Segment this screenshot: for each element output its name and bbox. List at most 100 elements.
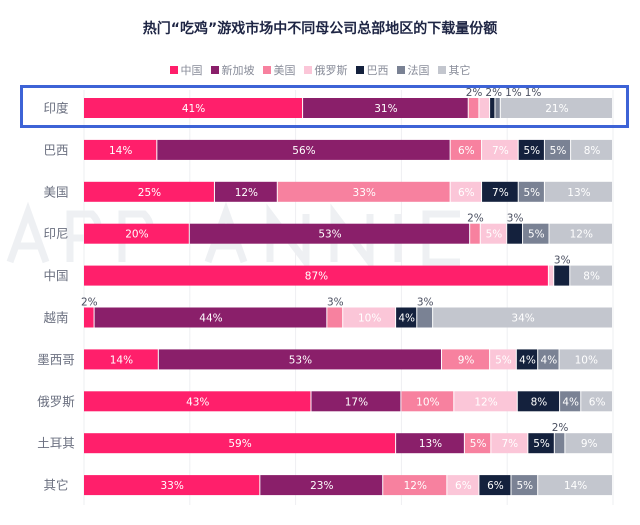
data-label: 1% bbox=[505, 87, 522, 99]
bar-segment bbox=[214, 181, 277, 202]
bar-segment bbox=[491, 433, 528, 454]
data-label: 4% bbox=[519, 354, 536, 366]
legend-swatch bbox=[262, 66, 271, 74]
data-label: 44% bbox=[199, 313, 222, 325]
bar-segment bbox=[495, 98, 500, 118]
bar-segment bbox=[158, 349, 442, 370]
bar-segment bbox=[500, 98, 612, 118]
bar-segment bbox=[560, 391, 581, 412]
bar-segment bbox=[482, 139, 518, 160]
bar-segment bbox=[470, 223, 480, 244]
bar-segment bbox=[84, 391, 311, 412]
data-label: 3% bbox=[417, 297, 434, 309]
data-label: 10% bbox=[575, 354, 598, 366]
bar-segment bbox=[383, 475, 447, 496]
data-label: 31% bbox=[374, 103, 397, 115]
bar-segment bbox=[511, 475, 538, 496]
legend-label: 美国 bbox=[273, 64, 296, 77]
data-label: 6% bbox=[458, 145, 475, 157]
legend-label: 俄罗斯 bbox=[314, 64, 348, 77]
data-label: 4% bbox=[541, 354, 558, 366]
data-label: 5% bbox=[528, 229, 545, 241]
chart-title: 热门“吃鸡”游戏市场中不同母公司总部地区的下载量份额 bbox=[142, 21, 498, 37]
data-label: 14% bbox=[109, 145, 132, 157]
category-label: 俄罗斯 bbox=[37, 394, 75, 409]
bar-segment bbox=[311, 391, 401, 412]
data-label: 6% bbox=[458, 187, 475, 199]
bar-segment bbox=[570, 265, 612, 286]
bar-segment bbox=[548, 265, 554, 286]
data-label: 33% bbox=[160, 480, 183, 492]
data-label: 2% bbox=[467, 213, 484, 225]
bar-segment bbox=[482, 181, 518, 202]
data-label: 3% bbox=[327, 297, 344, 309]
data-label: 6% bbox=[455, 480, 472, 492]
legend-swatch bbox=[355, 66, 364, 74]
data-label: 14% bbox=[110, 354, 133, 366]
highlight-box bbox=[20, 85, 629, 128]
data-label: 6% bbox=[487, 480, 504, 492]
bar-segment bbox=[517, 391, 560, 412]
bar-segment bbox=[396, 433, 464, 454]
legend-item: 美国 bbox=[262, 62, 296, 78]
bar-segment bbox=[84, 98, 303, 118]
data-label: 4% bbox=[562, 396, 579, 408]
bar-segment bbox=[450, 139, 482, 160]
data-label: 12% bbox=[570, 229, 593, 241]
bar-segment bbox=[84, 223, 189, 244]
data-label: 1% bbox=[525, 87, 542, 99]
bar-segment bbox=[507, 223, 523, 244]
data-label: 20% bbox=[125, 229, 148, 241]
legend-item: 新加坡 bbox=[210, 62, 255, 78]
data-label: 5% bbox=[495, 354, 512, 366]
category-label: 土耳其 bbox=[37, 436, 75, 451]
data-label: 25% bbox=[138, 187, 161, 199]
category-label: 美国 bbox=[43, 184, 68, 199]
legend-item: 巴西 bbox=[355, 62, 389, 78]
data-label: 33% bbox=[353, 187, 376, 199]
category-label: 其它 bbox=[43, 478, 68, 493]
data-label: 5% bbox=[516, 480, 533, 492]
data-label: 5% bbox=[523, 145, 540, 157]
legend-label: 法国 bbox=[407, 64, 430, 77]
bar-segment bbox=[479, 98, 490, 118]
bar-segment bbox=[84, 433, 396, 454]
bar-segment bbox=[84, 181, 214, 202]
legend-label: 新加坡 bbox=[221, 64, 255, 77]
bar-segment bbox=[554, 433, 565, 454]
bar-segment bbox=[189, 223, 470, 244]
data-label: 5% bbox=[486, 229, 503, 241]
bar-segment bbox=[490, 98, 495, 118]
bar-segment bbox=[277, 181, 450, 202]
legend-swatch bbox=[169, 66, 178, 74]
bar-segment bbox=[454, 391, 517, 412]
category-label: 巴西 bbox=[43, 142, 68, 157]
bar-segment bbox=[479, 475, 511, 496]
data-label: 9% bbox=[581, 438, 598, 450]
bar-segment bbox=[450, 181, 482, 202]
data-label: 4% bbox=[398, 313, 415, 325]
bar-segment bbox=[559, 349, 612, 370]
legend-label: 中国 bbox=[180, 64, 203, 77]
data-label: 13% bbox=[419, 438, 442, 450]
legend-swatch bbox=[437, 66, 446, 74]
bar-segment bbox=[303, 98, 468, 118]
data-label: 5% bbox=[550, 145, 567, 157]
bar-segment bbox=[84, 307, 94, 328]
bar-segment bbox=[565, 433, 612, 454]
data-label: 7% bbox=[492, 145, 509, 157]
bar-segment bbox=[571, 139, 612, 160]
data-label: 2% bbox=[552, 422, 569, 434]
legend-swatch bbox=[303, 66, 312, 74]
legend-label: 巴西 bbox=[366, 64, 389, 77]
data-label: 5% bbox=[533, 438, 550, 450]
category-label: 越南 bbox=[43, 310, 68, 325]
legend-swatch bbox=[396, 66, 405, 74]
bar-segment bbox=[157, 139, 450, 160]
bar-segment bbox=[538, 475, 612, 496]
data-label: 56% bbox=[292, 145, 315, 157]
legend-swatch bbox=[210, 66, 219, 74]
data-label: 53% bbox=[289, 354, 312, 366]
data-label: 12% bbox=[235, 187, 258, 199]
